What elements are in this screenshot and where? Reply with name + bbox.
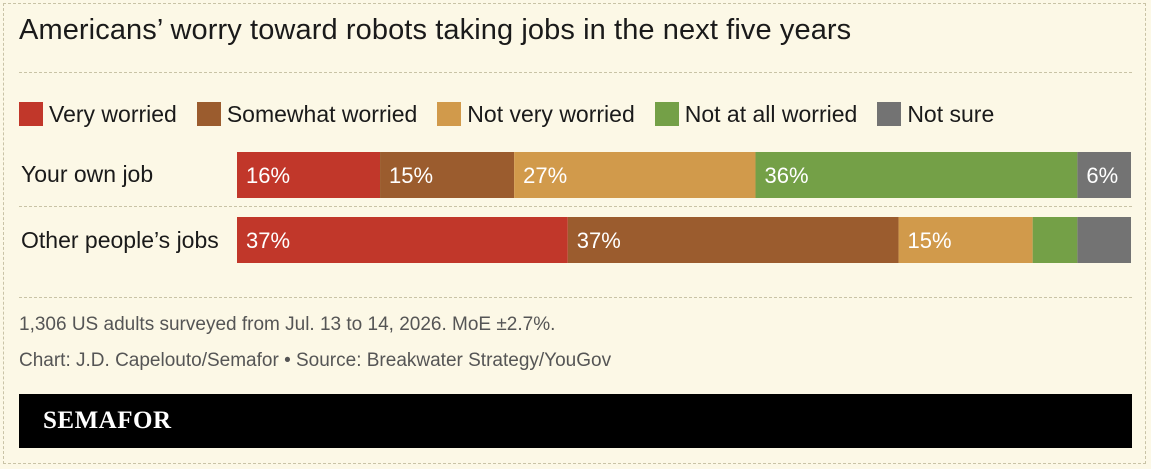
bar-segment-own-job-not-sure xyxy=(1077,152,1131,198)
legend-label: Not sure xyxy=(907,100,995,127)
semafor-logo: SEMAFOR xyxy=(43,407,172,434)
bar-segment-own-job-somewhat-worried xyxy=(380,152,515,198)
legend: Very worried Somewhat worried Not very w… xyxy=(19,99,1014,129)
bar-segment-other-jobs-not-very-worried xyxy=(898,217,1033,263)
legend-swatch xyxy=(877,102,902,126)
data-label: 27% xyxy=(523,163,567,188)
survey-note: 1,306 US adults surveyed from Jul. 13 to… xyxy=(19,314,556,335)
data-label: 15% xyxy=(389,163,433,188)
data-label: 6% xyxy=(1086,163,1118,188)
legend-label: Very worried xyxy=(49,100,177,127)
legend-swatch xyxy=(19,102,43,126)
brand-bar: SEMAFOR xyxy=(19,394,1132,448)
bar-segment-own-job-not-very-worried xyxy=(514,152,756,198)
legend-label: Somewhat worried xyxy=(226,100,418,127)
chart-title: Americans’ worry toward robots taking jo… xyxy=(19,14,852,46)
bar-segment-other-jobs-not-sure xyxy=(1077,217,1131,263)
legend-swatch xyxy=(437,102,462,126)
legend-label: Not at all worried xyxy=(684,100,858,127)
divider-rows xyxy=(19,206,1132,207)
data-label: 37% xyxy=(246,228,290,253)
bar-segment-other-jobs-very-worried xyxy=(237,217,568,263)
legend-item-not-very-worried: Not very worried xyxy=(437,100,635,128)
legend-item-not-at-all-worried: Not at all worried xyxy=(654,100,858,128)
data-label: 16% xyxy=(246,163,290,188)
data-label: 37% xyxy=(577,228,621,253)
source-credit: Chart: J.D. Capelouto/Semafor • Source: … xyxy=(19,350,612,371)
legend-item-very-worried: Very worried xyxy=(19,101,177,128)
legend-item-somewhat-worried: Somewhat worried xyxy=(196,100,418,128)
divider-top xyxy=(19,72,1132,73)
bar-segment-own-job-very-worried xyxy=(237,152,381,198)
legend-item-not-sure: Not sure xyxy=(877,101,994,128)
category-label-own-job: Your own job xyxy=(21,161,154,187)
legend-label: Not very worried xyxy=(467,100,635,127)
divider-bottom xyxy=(19,297,1132,298)
legend-swatch xyxy=(196,102,221,126)
chart-frame xyxy=(3,3,1146,464)
data-label: 15% xyxy=(908,228,952,253)
bar-segment-other-jobs-somewhat-worried xyxy=(567,217,899,263)
category-label-other-jobs: Other people’s jobs xyxy=(21,227,219,253)
legend-swatch xyxy=(654,102,679,126)
bar-segment-other-jobs-not-at-all-worried xyxy=(1032,217,1078,263)
data-label: 36% xyxy=(765,163,809,188)
bar-segment-own-job-not-at-all-worried xyxy=(755,152,1078,198)
